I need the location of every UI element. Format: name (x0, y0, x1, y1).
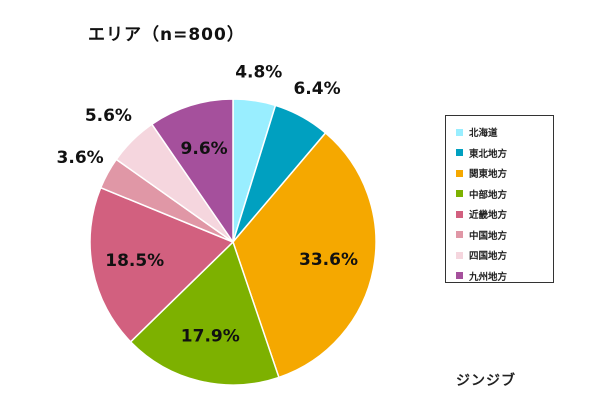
slice-label-7: 5.6% (85, 106, 132, 126)
legend-label: 九州地方 (469, 271, 508, 283)
legend-swatch (456, 231, 463, 239)
slice-label-4: 17.9% (181, 327, 240, 347)
legend-label: 北海道 (469, 128, 498, 140)
legend-item-7: 四国地方 (456, 245, 553, 266)
pie-slices (89, 98, 377, 386)
legend-label: 中部地方 (469, 189, 508, 201)
slice-label-3: 33.6% (299, 250, 358, 270)
legend-item-2: 東北地方 (456, 143, 553, 164)
slice-label-1: 4.8% (235, 62, 282, 82)
legend-item-3: 関東地方 (456, 163, 553, 184)
legend-swatch (456, 169, 463, 177)
slice-label-6: 3.6% (57, 148, 104, 168)
legend-label: 中国地方 (469, 230, 508, 242)
slice-label-5: 18.5% (105, 251, 164, 271)
legend-swatch (456, 190, 463, 198)
slice-label-2: 6.4% (293, 79, 340, 99)
pie-slice-8 (150, 98, 234, 245)
legend-item-4: 中部地方 (456, 184, 553, 205)
legend-swatch (456, 251, 463, 259)
pie-slice-3 (232, 131, 377, 379)
chart-title: エリア（n=800） (88, 25, 245, 45)
legend-label: 近畿地方 (469, 210, 508, 222)
slice-label-8: 9.6% (181, 139, 228, 159)
legend-label: 四国地方 (469, 251, 508, 263)
legend-label: 東北地方 (469, 148, 508, 160)
legend-swatch (456, 149, 463, 157)
legend-item-1: 北海道 (456, 122, 553, 143)
pie-labels: 4.8% 6.4% 33.6% 17.9% 18.5% 3.6% 5.6% 9.6% (57, 62, 358, 346)
legend-item-6: 中国地方 (456, 225, 553, 246)
legend-swatch (456, 272, 463, 280)
brand-text: ジンジブ (456, 373, 516, 389)
legend-label: 関東地方 (469, 169, 508, 181)
legend: 北海道東北地方関東地方中部地方近畿地方中国地方四国地方九州地方 (445, 115, 554, 283)
pie-slice-5 (89, 186, 235, 343)
legend-item-8: 九州地方 (456, 266, 553, 287)
pie-slice-4 (129, 240, 280, 386)
legend-swatch (456, 128, 463, 136)
legend-item-5: 近畿地方 (456, 204, 553, 225)
legend-swatch (456, 210, 463, 218)
